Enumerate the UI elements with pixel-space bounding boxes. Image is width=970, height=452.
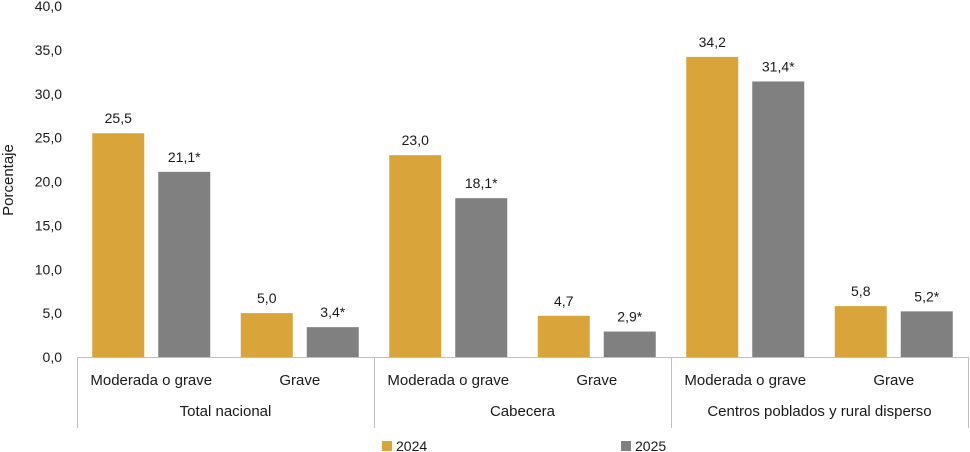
y-tick-label: 5,0 — [43, 305, 63, 321]
y-axis-title: Porcentaje — [0, 144, 17, 216]
legend-swatch-2025 — [621, 441, 631, 451]
data-label: 23,0 — [402, 132, 429, 148]
y-tick-label: 40,0 — [35, 0, 62, 14]
y-tick-label: 15,0 — [35, 217, 62, 233]
legend-label: 2024 — [396, 438, 427, 452]
legend-swatch-2024 — [382, 441, 392, 451]
data-label: 31,4* — [762, 58, 795, 74]
y-axis: 0,0 5,0 10,0 15,0 20,0 25,0 30,0 35,0 40,0 — [35, 0, 62, 365]
bar-2025 — [900, 311, 953, 357]
x-subcategory-label: Moderada o grave — [387, 372, 509, 389]
data-label: 18,1* — [465, 175, 498, 191]
x-group-label: Total nacional — [180, 403, 272, 420]
x-group-label: Cabecera — [490, 403, 556, 420]
data-label: 2,9* — [617, 309, 642, 325]
legend: 2024 2025 — [382, 438, 666, 452]
x-subcategory-label: Grave — [279, 372, 320, 389]
bar-2024 — [92, 133, 145, 357]
bar-2024 — [240, 313, 293, 357]
y-tick-label: 0,0 — [43, 349, 63, 365]
y-tick-label: 35,0 — [35, 42, 62, 58]
data-label: 5,0 — [257, 290, 277, 306]
data-label: 21,1* — [168, 149, 201, 165]
bar-2025 — [752, 81, 805, 357]
bar-2024 — [686, 56, 739, 358]
bar-2025 — [455, 198, 508, 357]
bar-2025 — [158, 171, 211, 357]
y-tick-label: 30,0 — [35, 86, 62, 102]
bars: 25,5 21,1* 5,0 3,4* 23,0 18,1* 4,7 2,9* 34,2 31,4… — [92, 34, 953, 358]
x-subcategory-label: Moderada o grave — [684, 372, 806, 389]
data-label: 5,2* — [914, 288, 939, 304]
x-axis: Moderada o grave Grave Total nacional Moder… — [77, 357, 969, 428]
legend-label: 2025 — [635, 438, 666, 452]
data-label: 34,2 — [699, 34, 726, 50]
data-label: 3,4* — [320, 304, 345, 320]
data-label: 25,5 — [105, 110, 132, 126]
x-group-label: Centros poblados y rural disperso — [707, 403, 931, 420]
x-subcategory-label: Moderada o grave — [90, 372, 212, 389]
y-tick-label: 25,0 — [35, 130, 62, 146]
y-tick-label: 10,0 — [35, 261, 62, 277]
bar-2025 — [603, 331, 656, 357]
bar-2024 — [389, 155, 442, 357]
bar-2024 — [537, 315, 590, 357]
bar-2024 — [834, 306, 887, 357]
x-subcategory-label: Grave — [576, 372, 617, 389]
data-label: 5,8 — [851, 283, 871, 299]
x-subcategory-label: Grave — [873, 372, 914, 389]
data-label: 4,7 — [554, 293, 574, 309]
bar-2025 — [306, 327, 359, 357]
y-tick-label: 20,0 — [35, 174, 62, 190]
